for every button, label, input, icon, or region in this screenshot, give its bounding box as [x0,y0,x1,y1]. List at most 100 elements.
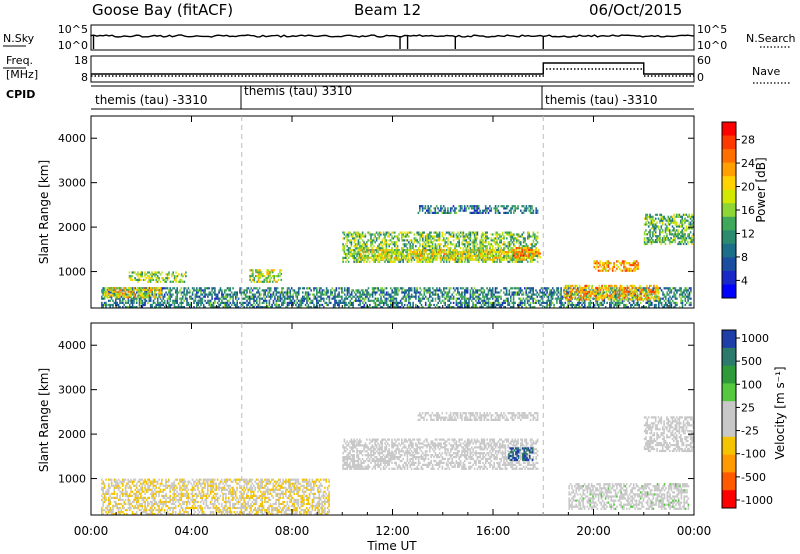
data-cell [480,237,483,240]
data-cell [250,295,252,298]
data-cell [385,256,387,259]
data-cell [290,299,293,302]
data-cell [246,299,248,302]
data-cell [663,287,666,290]
data-cell [309,293,311,296]
data-cell [149,280,152,283]
data-cell [403,289,406,292]
data-cell [211,287,213,290]
data-cell [314,287,317,290]
data-cell [384,237,386,240]
data-cell [429,249,431,252]
data-cell [409,297,412,300]
data-cell [445,237,448,240]
data-cell [466,243,469,246]
data-cell [443,239,445,242]
data-cell [180,273,183,276]
data-cell [601,286,603,289]
data-cell [246,306,248,309]
data-cell [211,297,213,300]
data-cell [606,265,608,269]
data-cell [343,301,346,304]
data-cell [228,289,230,292]
data-cell [175,295,177,298]
data-cell [516,258,518,261]
data-cell [597,269,600,272]
data-cell [159,290,162,293]
data-cell [261,301,264,304]
data-cell [500,260,502,263]
data-cell [438,243,441,246]
data-cell [350,301,353,304]
data-cell [374,303,377,307]
data-cell [426,245,428,248]
data-cell [137,287,139,290]
data-cell [494,205,497,208]
data-cell [424,205,427,208]
data-cell [290,287,293,290]
data-cell [585,290,588,293]
data-cell [374,291,377,294]
data-cell [310,301,312,304]
data-cell [457,301,459,304]
data-cell [272,299,275,302]
data-cell [680,293,682,296]
data-cell [302,287,304,290]
data-cell [619,286,622,289]
data-cell [532,239,535,242]
data-cell [448,247,451,250]
data-cell [535,207,537,210]
data-cell [494,303,497,307]
data-cell [537,299,540,302]
data-cell [386,256,389,259]
data-cell [680,297,682,300]
data-cell [175,297,177,300]
data-cell [112,289,114,292]
data-cell [507,231,509,234]
data-cell [484,299,487,302]
data-cell [508,289,511,292]
data-cell [331,293,333,296]
data-cell [413,287,416,290]
data-cell [282,295,285,298]
data-cell [278,291,280,294]
data-cell [523,249,525,252]
data-cell [149,277,152,280]
data-cell [347,256,350,259]
data-cell [300,303,303,307]
data-cell [674,293,677,296]
data-cell [292,293,294,296]
data-cell [576,292,578,295]
data-cell [546,306,548,309]
data-cell [611,265,614,269]
data-cell [338,303,340,307]
data-cell [391,291,393,294]
data-cell [302,299,304,302]
data-cell [618,291,621,294]
data-cell [366,245,368,248]
data-cell [454,260,456,263]
data-cell [343,231,346,234]
data-cell [350,245,353,248]
data-cell [493,301,495,304]
data-cell [465,209,467,212]
data-cell [135,273,138,276]
data-cell [599,301,601,304]
data-cell [392,297,395,300]
data-cell [500,235,502,238]
data-cell [175,289,177,292]
data-cell [430,245,432,248]
data-cell [637,301,639,304]
noise-panel: N.Sky 10^5 10^0 10^5 10^0 N.Search [3,23,796,52]
data-cell [211,293,213,296]
data-cell [141,292,144,295]
data-cell [465,291,467,294]
data-cell [332,306,335,309]
data-cell [229,287,232,290]
data-cell [596,287,599,290]
data-cell [376,249,379,252]
data-cell [143,288,145,291]
data-cell [250,287,252,290]
data-cell [667,287,670,290]
data-cell [476,301,479,304]
